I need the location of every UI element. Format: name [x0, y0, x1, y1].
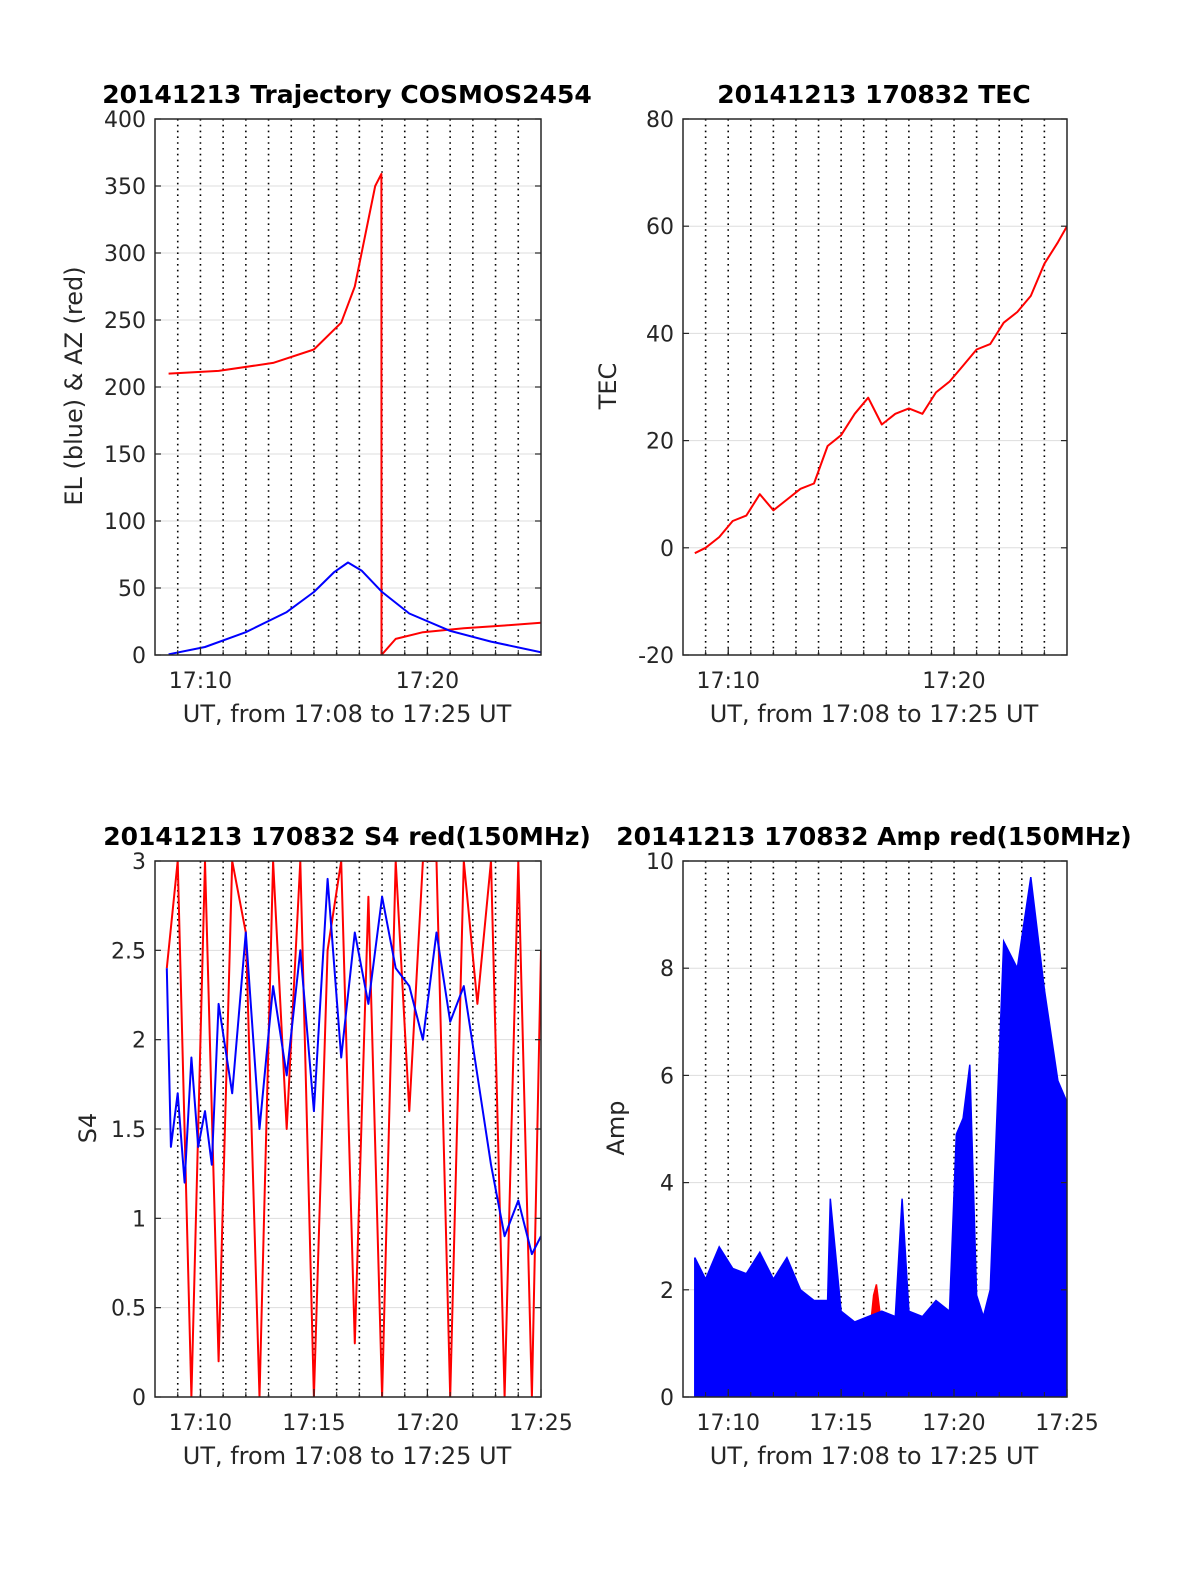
s4-xtick-label-3: 17:25 — [509, 1411, 572, 1436]
amp-ytick-label-0: 0 — [660, 1386, 674, 1411]
trajectory-ytick-label-8: 400 — [104, 108, 146, 133]
trajectory-xtick-label-1: 17:20 — [396, 669, 459, 694]
tec-panel: 20141213 170832 TEC UT, from 17:08 to 17… — [594, 80, 1068, 728]
s4-ytick-label-3: 1.5 — [111, 1118, 146, 1143]
trajectory-ytick-label-6: 300 — [104, 242, 146, 267]
tec-ytick-label-2: 20 — [646, 430, 674, 455]
amp-xlabel: UT, from 17:08 to 17:25 UT — [710, 1442, 1039, 1470]
tec-xtick-label-1: 17:20 — [922, 669, 985, 694]
s4-ytick-label-2: 1 — [132, 1207, 146, 1232]
trajectory-series-1 — [168, 561, 541, 655]
s4-ylabel: S4 — [74, 1113, 102, 1144]
tec-title: 20141213 170832 TEC — [717, 80, 1030, 109]
trajectory-ytick-label-3: 150 — [104, 443, 146, 468]
amp-xtick-label-2: 17:20 — [922, 1411, 985, 1436]
amp-ytick-label-2: 4 — [660, 1172, 674, 1197]
tec-ytick-label-0: -20 — [638, 644, 674, 669]
amp-ylabel: Amp — [602, 1100, 630, 1155]
tec-plot-area — [683, 119, 1067, 655]
trajectory-title: 20141213 Trajectory COSMOS2454 — [102, 80, 592, 109]
s4-xtick-label-2: 17:20 — [396, 1411, 459, 1436]
trajectory-ylabel: EL (blue) & AZ (red) — [60, 266, 88, 505]
amp-panel: 20141213 170832 Amp red(150MHz) UT, from… — [602, 822, 1132, 1470]
tec-xtick-label-0: 17:10 — [697, 669, 760, 694]
amp-ytick-label-1: 2 — [660, 1279, 674, 1304]
trajectory-xlabel: UT, from 17:08 to 17:25 UT — [183, 700, 512, 728]
s4-series-0 — [165, 861, 541, 1397]
amp-series-1 — [694, 876, 1067, 1397]
amp-ytick-label-4: 8 — [660, 957, 674, 982]
tec-ytick-label-1: 0 — [660, 537, 674, 562]
trajectory-ytick-label-0: 0 — [132, 644, 146, 669]
trajectory-ytick-label-2: 100 — [104, 510, 146, 535]
trajectory-xtick-label-0: 17:10 — [169, 669, 232, 694]
trajectory-ytick-label-5: 250 — [104, 309, 146, 334]
amp-ytick-label-3: 6 — [660, 1064, 674, 1089]
amp-axes-frame — [682, 860, 1068, 1398]
tec-ylabel: TEC — [594, 363, 622, 411]
tec-ytick-label-5: 80 — [646, 108, 674, 133]
s4-ytick-label-1: 0.5 — [111, 1297, 146, 1322]
amp-xtick-label-0: 17:10 — [697, 1411, 760, 1436]
trajectory-panel: 20141213 Trajectory COSMOS2454 UT, from … — [60, 80, 592, 728]
trajectory-series-0 — [168, 172, 541, 655]
tec-ytick-label-3: 40 — [646, 322, 674, 347]
tec-axes-frame — [682, 118, 1068, 656]
s4-ytick-label-4: 2 — [132, 1029, 146, 1054]
trajectory-ytick-label-7: 350 — [104, 175, 146, 200]
s4-ytick-label-6: 3 — [132, 850, 146, 875]
tec-ytick-label-4: 60 — [646, 215, 674, 240]
s4-xlabel: UT, from 17:08 to 17:25 UT — [183, 1442, 512, 1470]
trajectory-ytick-label-4: 200 — [104, 376, 146, 401]
s4-series-1 — [165, 877, 541, 1256]
amp-ytick-label-5: 10 — [646, 850, 674, 875]
s4-ytick-label-5: 2.5 — [111, 939, 146, 964]
trajectory-ytick-label-1: 50 — [118, 577, 146, 602]
amp-xtick-label-3: 17:25 — [1035, 1411, 1098, 1436]
amp-xtick-label-1: 17:15 — [809, 1411, 872, 1436]
s4-xtick-label-0: 17:10 — [169, 1411, 232, 1436]
tec-series-0 — [694, 225, 1067, 555]
s4-panel: 20141213 170832 S4 red(150MHz) UT, from … — [74, 822, 591, 1470]
amp-title: 20141213 170832 Amp red(150MHz) — [616, 822, 1132, 851]
s4-title: 20141213 170832 S4 red(150MHz) — [103, 822, 591, 851]
tec-xlabel: UT, from 17:08 to 17:25 UT — [710, 700, 1039, 728]
s4-ytick-label-0: 0 — [132, 1386, 146, 1411]
s4-xtick-label-1: 17:15 — [282, 1411, 345, 1436]
